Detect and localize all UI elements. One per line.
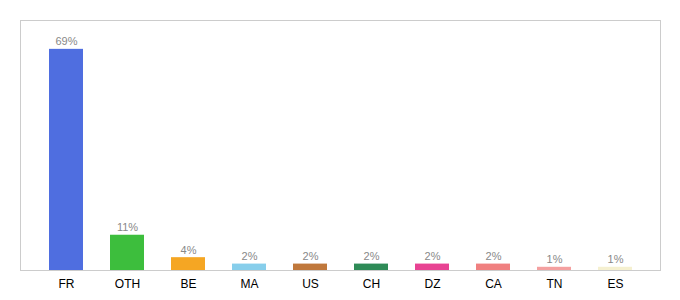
svg-text:DZ: DZ	[425, 277, 441, 291]
svg-text:MA: MA	[241, 277, 259, 291]
svg-text:2%: 2%	[242, 250, 258, 262]
svg-text:US: US	[302, 277, 319, 291]
svg-text:CA: CA	[485, 277, 502, 291]
svg-text:69%: 69%	[55, 35, 77, 47]
svg-text:2%: 2%	[425, 250, 441, 262]
svg-text:2%: 2%	[303, 250, 319, 262]
svg-text:1%: 1%	[547, 253, 563, 265]
svg-text:2%: 2%	[486, 250, 502, 262]
svg-text:BE: BE	[180, 277, 196, 291]
svg-text:CH: CH	[363, 277, 380, 291]
svg-text:1%: 1%	[608, 253, 624, 265]
svg-text:TN: TN	[547, 277, 563, 291]
svg-text:11%: 11%	[117, 221, 138, 233]
svg-text:4%: 4%	[181, 244, 197, 256]
svg-text:2%: 2%	[364, 250, 380, 262]
svg-text:ES: ES	[607, 277, 623, 291]
svg-text:FR: FR	[59, 277, 75, 291]
svg-text:OTH: OTH	[115, 277, 140, 291]
